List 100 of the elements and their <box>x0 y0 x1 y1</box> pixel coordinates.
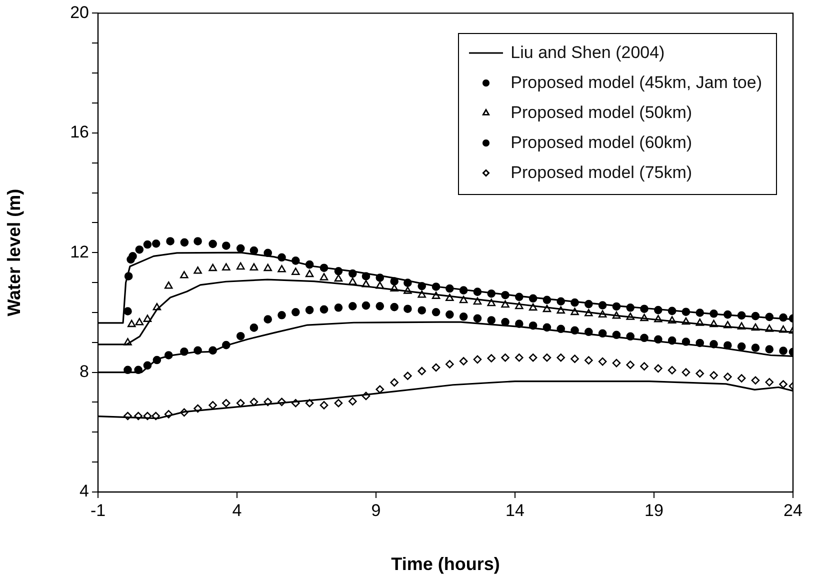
point <box>222 242 230 250</box>
point <box>264 315 272 324</box>
point <box>724 372 732 381</box>
point <box>128 252 137 260</box>
x-tick-label: 14 <box>506 500 524 520</box>
point <box>696 369 704 378</box>
point <box>556 353 566 362</box>
point <box>320 305 328 314</box>
point <box>515 353 524 362</box>
point <box>376 385 384 394</box>
point <box>194 237 202 246</box>
x-tick-label: -1 <box>90 500 106 520</box>
point <box>180 238 189 247</box>
point <box>710 371 718 380</box>
point <box>501 353 510 362</box>
point <box>418 306 426 315</box>
point <box>305 306 314 314</box>
point <box>236 332 245 340</box>
legend-label: Proposed model (45km, Jam toe) <box>510 73 762 94</box>
point <box>570 354 579 363</box>
y-tick-label: 20 <box>70 2 89 22</box>
point <box>250 324 258 332</box>
point <box>124 307 132 316</box>
point <box>404 372 412 380</box>
point <box>612 358 621 368</box>
point <box>236 398 245 408</box>
point <box>180 270 188 278</box>
point <box>765 345 774 354</box>
point <box>501 318 510 326</box>
legend-label: Liu and Shen (2004) <box>510 43 665 64</box>
point <box>334 398 343 408</box>
point <box>194 266 202 274</box>
point <box>348 397 357 406</box>
point <box>208 264 217 272</box>
x-tick-label: 19 <box>644 500 664 520</box>
point <box>682 368 690 376</box>
point <box>598 357 607 366</box>
legend-label: Proposed model (50km) <box>510 103 692 124</box>
point <box>779 346 788 355</box>
y-tick-label: 12 <box>70 242 89 262</box>
point <box>446 310 454 319</box>
x-tick-label: 24 <box>784 500 802 520</box>
point <box>320 273 328 280</box>
point <box>208 401 217 410</box>
point <box>236 262 245 270</box>
point <box>487 354 496 362</box>
legend-label: Proposed model (60km) <box>510 133 692 154</box>
point <box>404 304 412 314</box>
point <box>737 342 746 351</box>
point <box>640 362 648 370</box>
point <box>390 302 398 312</box>
y-tick-label: 16 <box>70 122 89 142</box>
point <box>542 353 552 362</box>
y-tick-label: 8 <box>80 362 89 381</box>
y-axis-title: Water level (m) <box>4 188 24 316</box>
point <box>278 265 286 272</box>
point <box>348 302 357 310</box>
point <box>222 398 230 408</box>
point <box>487 316 496 324</box>
point <box>473 355 482 364</box>
point <box>765 378 774 386</box>
y-tick-label: 4 <box>80 482 89 501</box>
point <box>473 314 482 323</box>
point <box>390 378 398 387</box>
point <box>250 246 258 255</box>
x-tick-label: 4 <box>232 500 242 520</box>
point <box>292 268 300 275</box>
point <box>751 376 760 385</box>
point <box>164 281 173 289</box>
point <box>236 244 245 253</box>
point <box>418 366 426 376</box>
point <box>152 239 160 248</box>
point <box>751 344 760 352</box>
point <box>668 366 676 374</box>
x-axis-title: Time (hours) <box>391 554 500 574</box>
point <box>334 274 343 282</box>
point <box>779 380 788 388</box>
point <box>334 304 343 312</box>
point <box>737 374 746 382</box>
point <box>528 353 538 362</box>
point <box>222 263 230 271</box>
point <box>250 263 258 271</box>
point <box>432 363 440 372</box>
point <box>305 270 314 278</box>
point <box>376 302 384 310</box>
point <box>128 320 136 328</box>
point <box>459 357 468 366</box>
point <box>135 245 144 254</box>
point <box>264 264 272 272</box>
point <box>208 240 217 248</box>
point <box>166 237 174 246</box>
point <box>432 308 440 316</box>
legend-label: Proposed model (75km) <box>510 163 692 184</box>
point <box>135 318 144 326</box>
point <box>584 356 593 364</box>
point <box>362 301 370 310</box>
point <box>143 240 152 249</box>
point <box>459 312 468 321</box>
point <box>446 360 454 368</box>
point <box>278 310 286 320</box>
